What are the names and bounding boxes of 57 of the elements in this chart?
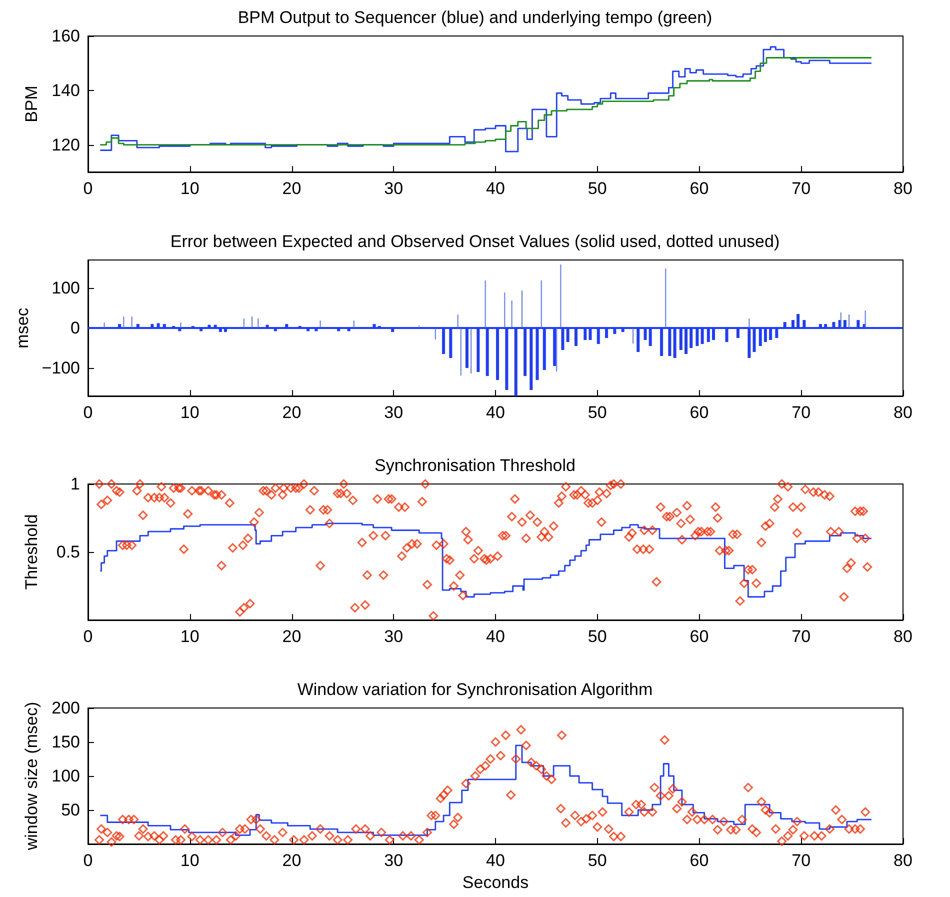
y-tick-label: 50	[61, 800, 80, 820]
y-tick-label: 160	[52, 26, 80, 46]
y-tick-label: 0.5	[56, 542, 80, 562]
chart-title: Window variation for Synchronisation Algorithm	[297, 680, 653, 699]
x-tick-label: 20	[282, 851, 302, 870]
chart-title: Error between Expected and Observed Onset Values (solid used, dotted unused)	[170, 232, 780, 251]
x-tick-label: 0	[83, 403, 93, 422]
x-tick-label: 30	[384, 627, 404, 646]
x-tick-label: 60	[690, 851, 709, 870]
y-tick-label: 140	[52, 80, 80, 100]
x-tick-label: 80	[894, 627, 912, 646]
x-tick-label: 40	[486, 627, 505, 646]
y-tick-label: 150	[52, 732, 80, 752]
x-tick-label: 10	[180, 851, 200, 870]
x-tick-label: 50	[588, 179, 607, 198]
x-tick-label: 70	[792, 179, 811, 198]
x-tick-label: 30	[384, 851, 404, 870]
x-tick-label: 10	[180, 627, 200, 646]
x-tick-label: 60	[690, 627, 709, 646]
x-tick-label: 40	[486, 179, 505, 198]
y-axis-title: msec	[12, 307, 32, 348]
chart-title: Synchronisation Threshold	[374, 456, 576, 475]
x-tick-label: 20	[282, 627, 302, 646]
x-tick-label: 40	[486, 403, 505, 422]
x-tick-label: 80	[894, 851, 912, 870]
y-tick-label: 0	[70, 318, 80, 338]
x-tick-label: 80	[894, 179, 912, 198]
x-tick-label: 80	[894, 403, 912, 422]
x-tick-label: 60	[690, 179, 709, 198]
x-tick-label: 20	[282, 403, 302, 422]
x-tick-label: 70	[792, 403, 811, 422]
y-tick-label: 100	[52, 278, 80, 298]
x-tick-label: 50	[588, 851, 607, 870]
x-tick-label: 0	[83, 179, 93, 198]
x-tick-label: 30	[384, 179, 404, 198]
x-axis-title: Seconds	[462, 873, 529, 892]
x-tick-label: 30	[384, 403, 404, 422]
x-tick-label: 0	[83, 851, 93, 870]
x-tick-label: 0	[83, 627, 93, 646]
y-tick-label: 1	[70, 474, 80, 494]
y-axis-title: window size (msec)	[22, 702, 41, 852]
y-axis-title: BPM	[22, 86, 41, 122]
x-tick-label: 60	[690, 403, 709, 422]
y-tick-label: 100	[52, 766, 80, 786]
x-tick-label: 40	[486, 851, 505, 870]
x-tick-label: 50	[588, 403, 607, 422]
x-tick-label: 70	[792, 627, 811, 646]
y-tick-label: 200	[52, 698, 80, 718]
x-tick-label: 10	[180, 403, 200, 422]
x-tick-label: 70	[792, 851, 811, 870]
y-tick-label: −100	[42, 358, 80, 378]
y-axis-title: Threshold	[22, 514, 41, 590]
chart-title: BPM Output to Sequencer (blue) and underlying tempo (green)	[238, 8, 712, 27]
x-tick-label: 50	[588, 627, 607, 646]
x-tick-label: 20	[282, 179, 302, 198]
y-tick-label: 120	[52, 135, 80, 154]
x-tick-label: 10	[180, 179, 200, 198]
